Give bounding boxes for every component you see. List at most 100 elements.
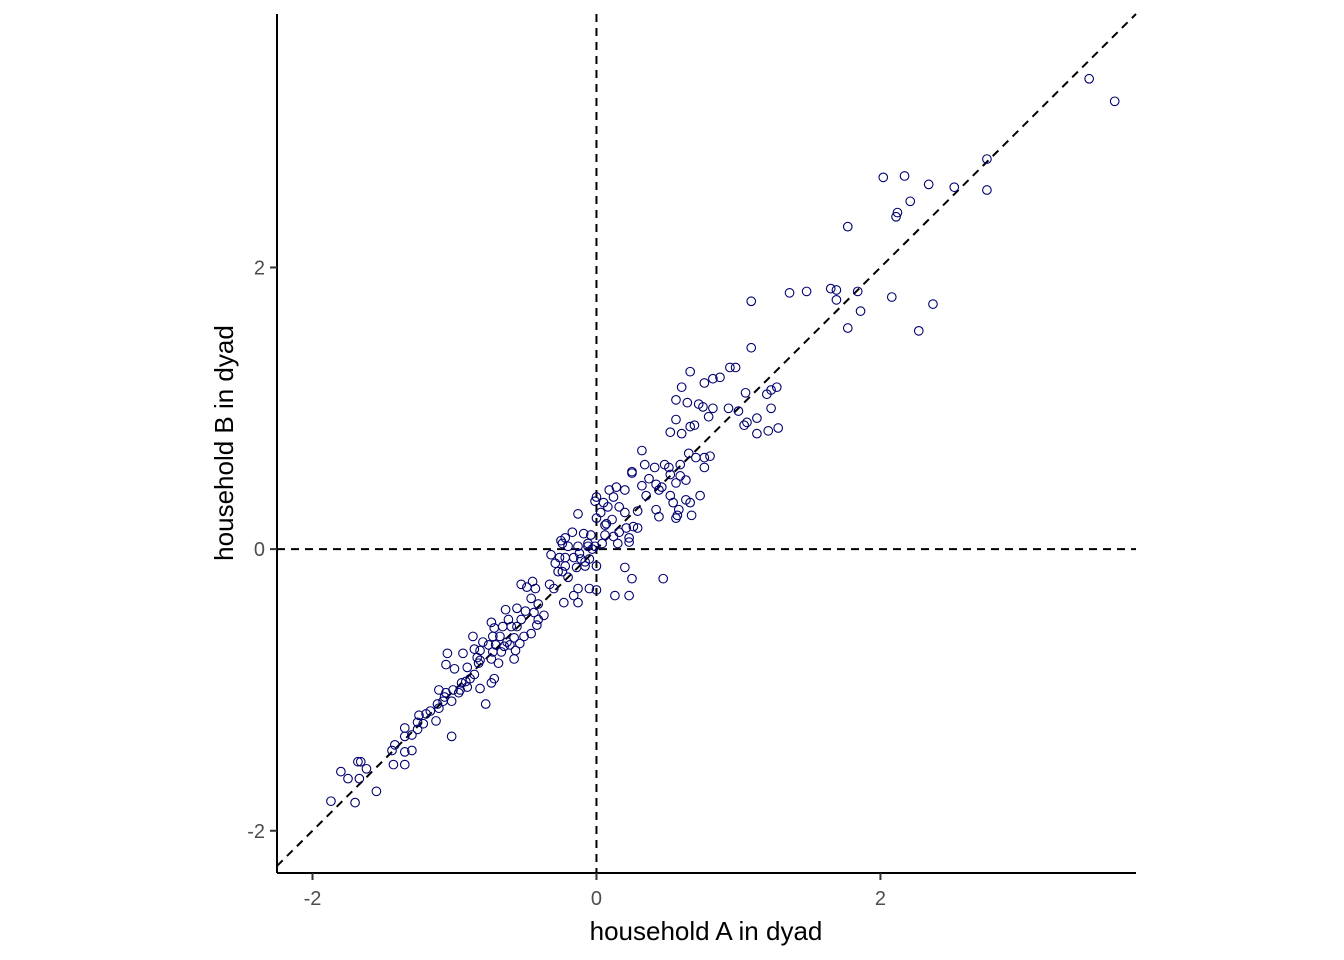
data-point [675,459,686,470]
data-point [468,631,478,642]
data-point [480,699,491,709]
data-point [449,663,460,674]
data-point [746,296,757,307]
data-point [509,654,519,664]
data-point [905,196,916,207]
data-point [723,403,734,414]
data-point [469,644,480,654]
data-point [637,445,647,456]
data-point [595,507,606,518]
data-point [766,403,776,414]
data-point [546,549,556,560]
data-point [514,638,525,649]
data-point [462,682,473,692]
data-point [831,295,842,305]
y-axis-title: household B in dyad [209,325,239,561]
data-point [355,756,366,767]
data-point [387,745,397,756]
data-point [982,185,992,195]
data-point [673,504,684,515]
x-tick-label: 2 [875,888,886,910]
data-point [489,673,500,684]
data-point [431,716,441,726]
data-point [620,562,630,573]
data-point [685,497,696,508]
data-point [412,724,423,735]
data-point [621,523,632,533]
identity-line [276,13,1137,867]
x-tick-label: 0 [591,888,602,910]
data-point [784,287,795,298]
data-point [516,579,527,590]
reference-lines [276,13,1137,873]
data-point [685,366,696,377]
data-point [671,478,681,488]
data-point [899,171,910,181]
data-point [628,521,639,532]
data-point [472,652,483,663]
data-point [442,648,453,659]
data-point [671,394,681,405]
data-point [441,687,451,698]
data-point [730,362,741,373]
data-point [460,676,471,687]
data-point [573,597,583,608]
data-point [607,514,617,525]
data-point [519,631,529,642]
data-point [665,490,676,501]
data-point [526,593,537,604]
data-point [591,492,602,502]
data-point [520,606,531,616]
data-point [913,325,924,336]
data-point [557,566,568,577]
data-point [801,286,812,297]
data-point [639,459,650,470]
data-point [573,541,583,552]
data-point [771,382,782,393]
data-point [632,506,643,516]
data-point [503,614,514,625]
data-point [752,428,762,439]
data-point [649,462,660,473]
data-point [665,469,676,480]
data-point [752,413,762,424]
data-point [512,603,522,614]
data-point [500,604,511,615]
data-point [676,428,687,439]
data-point [773,423,784,433]
data-point [620,485,630,495]
data-point [654,511,664,522]
data-point [505,640,515,650]
data-point [493,658,504,669]
data-point [1084,73,1094,84]
data-point [554,552,565,563]
data-point [495,631,505,642]
data-point [693,399,704,409]
data-point [892,207,903,218]
data-point [509,632,519,643]
data-point [1109,96,1120,107]
data-point [458,648,468,659]
data-point [600,520,610,531]
data-point [949,182,960,193]
data-point [699,452,710,463]
data-point [350,797,360,808]
data-point [608,531,619,542]
data-point [612,538,623,549]
data-point [553,566,563,577]
data-point [361,763,372,774]
data-point [580,561,590,571]
data-point [486,617,497,628]
data-point [399,747,410,757]
data-point [703,411,714,422]
data-point [560,561,571,571]
data-point [527,576,538,587]
data-point [676,382,687,393]
data-points [326,73,1120,808]
data-point [407,745,417,756]
y-tick-label: 2 [254,257,265,279]
data-point [516,614,527,625]
data-point [855,306,866,316]
data-point [725,362,735,373]
data-point [412,717,423,728]
